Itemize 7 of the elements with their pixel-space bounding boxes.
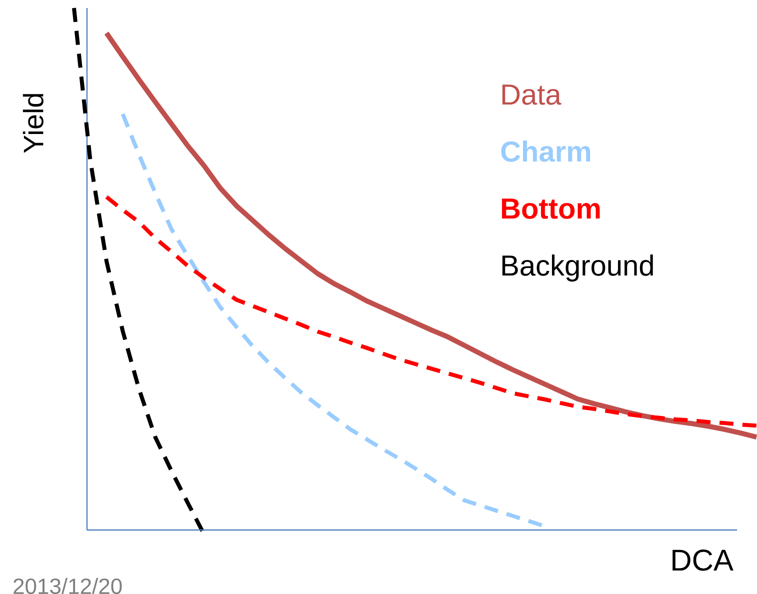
- text: Bottom: [502, 198, 600, 219]
- text: Background: [502, 254, 653, 282]
- y-axis-title: Yield: [22, 94, 44, 153]
- text: Charm: [501, 140, 590, 162]
- text: Data: [502, 84, 562, 105]
- text: 2013/12/20: [14, 578, 122, 594]
- x-axis-title: DCA: [672, 550, 734, 571]
